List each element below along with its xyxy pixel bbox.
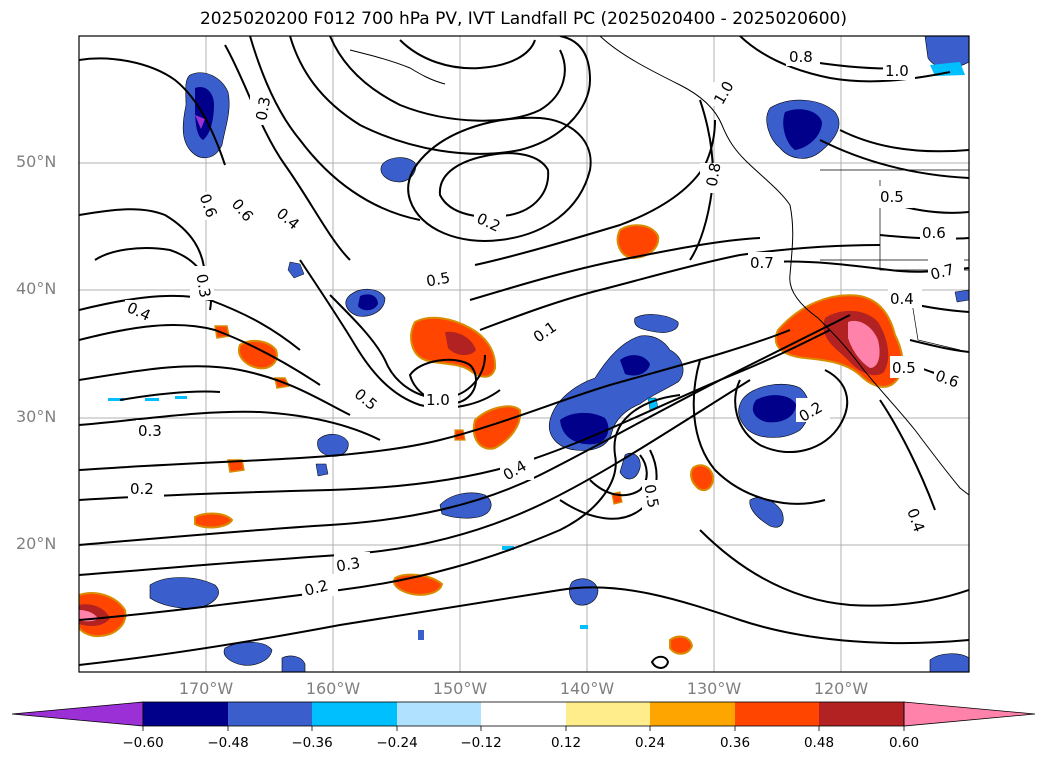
colorbar-extend-low	[11, 701, 144, 727]
contour-label: 0.3	[335, 554, 362, 576]
pv-shading	[79, 36, 969, 672]
map-frame	[78, 35, 970, 673]
lon-label: 120°W	[813, 679, 869, 698]
colorbar	[11, 701, 1036, 731]
lat-label: 30°N	[16, 407, 57, 426]
colorbar-extend-high	[903, 701, 1036, 727]
pv-contours	[79, 36, 969, 669]
colorbar-bin	[650, 702, 735, 726]
contour-label: 0.8	[703, 161, 725, 188]
contour-label: 0.5	[892, 359, 916, 377]
contour-label: 0.5	[880, 188, 904, 206]
contour-label: 0.7	[928, 260, 956, 284]
contour-label: 1.0	[885, 62, 909, 80]
colorbar-tick-label: 0.48	[803, 735, 835, 751]
contour-label: 0.4	[890, 290, 914, 308]
contour-label: 0.3	[252, 95, 274, 122]
contour-label: 0.2	[130, 480, 154, 498]
lon-label: 170°W	[178, 679, 234, 698]
colorbar-bin	[566, 702, 650, 726]
contour-label: 0.7	[750, 254, 774, 272]
colorbar-bin	[143, 702, 228, 726]
colorbar-bin	[735, 702, 819, 726]
lat-label: 20°N	[16, 534, 57, 553]
contour-label: 0.5	[425, 269, 452, 291]
colorbar-tick-label: 0.60	[888, 735, 920, 751]
colorbar-tick-label: −0.24	[376, 735, 418, 751]
contour-label: 0.5	[640, 483, 662, 510]
colorbar-bin	[228, 702, 312, 726]
map-title: 2025020200 F012 700 hPa PV, IVT Landfall…	[199, 9, 847, 29]
colorbar-tick-label: −0.36	[291, 735, 333, 751]
colorbar-tick-label: −0.12	[460, 735, 502, 751]
colorbar-tick-label: 0.12	[550, 735, 582, 751]
lon-label: 160°W	[305, 679, 361, 698]
lat-label: 40°N	[16, 279, 57, 298]
lon-label: 130°W	[686, 679, 742, 698]
contour-label: 0.3	[138, 422, 162, 440]
colorbar-tick-label: −0.48	[207, 735, 249, 751]
lon-label: 140°W	[559, 679, 615, 698]
contour-label: 0.2	[302, 576, 330, 600]
lat-label: 50°N	[16, 152, 57, 171]
lon-label: 150°W	[432, 679, 488, 698]
contour-label: 0.6	[922, 224, 946, 242]
contour-label: 1.0	[426, 391, 450, 409]
contour-label: 0.8	[789, 48, 813, 66]
colorbar-bin	[481, 702, 566, 726]
colorbar-tick-label: 0.36	[719, 735, 751, 751]
colorbar-bin	[312, 702, 397, 726]
contour-label: 0.3	[192, 272, 214, 299]
colorbar-bin	[819, 702, 904, 726]
colorbar-bin	[397, 702, 481, 726]
colorbar-tick-label: 0.24	[634, 735, 666, 751]
colorbar-tick-label: −0.60	[122, 735, 164, 751]
contour-labels: 0.8 1.0 0.8 1.0 0.3 0.6 0.6 0.4 0.2 0.3 …	[124, 46, 969, 600]
